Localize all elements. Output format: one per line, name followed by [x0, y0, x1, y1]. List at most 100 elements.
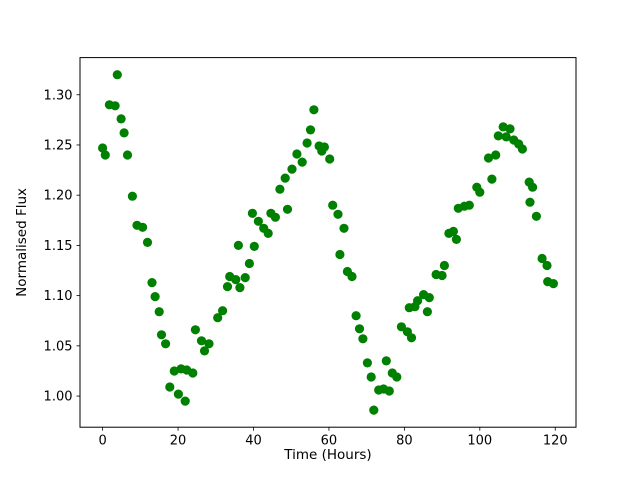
data-point	[333, 209, 343, 219]
data-point	[491, 150, 501, 160]
data-point	[196, 336, 207, 346]
y-tick-label: 1.25	[44, 138, 73, 153]
data-point	[464, 200, 474, 210]
data-point	[240, 273, 250, 283]
data-point	[505, 124, 515, 134]
data-point	[542, 260, 552, 271]
data-point	[287, 164, 297, 174]
data-point	[525, 197, 535, 207]
data-point	[100, 150, 110, 160]
axis-ticks	[76, 94, 556, 431]
data-point	[392, 372, 402, 382]
data-point	[253, 216, 263, 226]
data-point	[247, 208, 257, 218]
data-point	[292, 149, 302, 159]
data-point	[233, 240, 243, 250]
data-point	[231, 275, 241, 285]
data-point	[487, 174, 497, 184]
data-point	[98, 143, 108, 153]
axes-frame	[79, 57, 577, 428]
data-points	[98, 70, 559, 415]
data-point	[275, 184, 285, 194]
plot-area	[80, 57, 576, 428]
data-point	[235, 283, 245, 293]
data-point	[165, 382, 175, 392]
data-point	[297, 157, 307, 167]
data-point	[302, 138, 312, 148]
data-point	[319, 142, 329, 152]
data-point	[362, 358, 372, 368]
data-point	[528, 182, 538, 192]
data-point	[263, 228, 273, 238]
data-point	[475, 187, 485, 197]
x-tick-label: 80	[396, 434, 413, 449]
data-point	[112, 70, 122, 80]
data-point	[328, 200, 338, 210]
data-point	[150, 292, 160, 302]
data-point	[351, 311, 361, 321]
data-point	[218, 306, 228, 316]
data-point	[548, 279, 559, 289]
data-point	[204, 339, 214, 349]
data-point	[122, 150, 133, 160]
data-point	[358, 334, 368, 344]
data-point	[173, 389, 183, 399]
data-point	[384, 386, 394, 396]
data-point	[369, 405, 379, 415]
x-axis-label: Time (Hours)	[283, 447, 371, 463]
y-tick-label: 1.30	[44, 88, 73, 103]
data-point	[188, 368, 198, 378]
y-tick-label: 1.05	[44, 339, 73, 354]
data-point	[381, 356, 391, 366]
data-point	[249, 241, 259, 251]
y-tick-label: 1.15	[44, 239, 73, 254]
data-point	[270, 212, 280, 222]
x-tick-label: 20	[170, 434, 187, 449]
data-point	[110, 101, 120, 111]
data-point	[213, 313, 223, 323]
y-tick-label: 1.00	[44, 390, 73, 405]
data-point	[413, 296, 423, 306]
data-point	[156, 330, 167, 340]
data-point	[517, 144, 528, 154]
data-point	[424, 293, 434, 303]
data-point	[282, 204, 293, 214]
data-point	[354, 324, 365, 334]
data-point	[439, 260, 449, 271]
data-point	[199, 346, 210, 356]
data-point	[147, 278, 157, 288]
y-axis-label: Normalised Flux	[14, 188, 30, 297]
x-tick-label: 100	[467, 434, 492, 449]
data-point	[531, 211, 542, 221]
data-point	[190, 325, 200, 335]
data-point	[142, 237, 153, 247]
data-point	[406, 333, 417, 343]
data-point	[138, 222, 148, 232]
data-point	[537, 253, 547, 264]
x-tick-label: 0	[98, 434, 106, 449]
y-tick-label: 1.10	[44, 289, 73, 304]
data-point	[451, 234, 461, 244]
data-point	[335, 249, 345, 260]
data-point	[422, 307, 432, 317]
data-point	[280, 173, 290, 183]
data-point	[119, 128, 129, 138]
data-point	[180, 396, 190, 406]
data-point	[222, 282, 233, 292]
data-point	[325, 154, 335, 164]
data-point	[483, 153, 494, 163]
data-point	[366, 372, 376, 382]
data-point	[116, 114, 126, 124]
data-point	[305, 125, 316, 135]
data-point	[347, 271, 357, 282]
y-tick-label: 1.20	[44, 189, 73, 204]
data-point	[127, 191, 137, 201]
data-point	[154, 307, 164, 317]
data-point	[437, 270, 447, 281]
data-point	[501, 132, 511, 142]
axis-tick-labels: 0 20 40 60 80 100 120 1.00 1.05 1.10 1.15 1.20 1.25 1…	[44, 88, 568, 448]
data-point	[448, 226, 458, 236]
data-point	[339, 223, 349, 233]
